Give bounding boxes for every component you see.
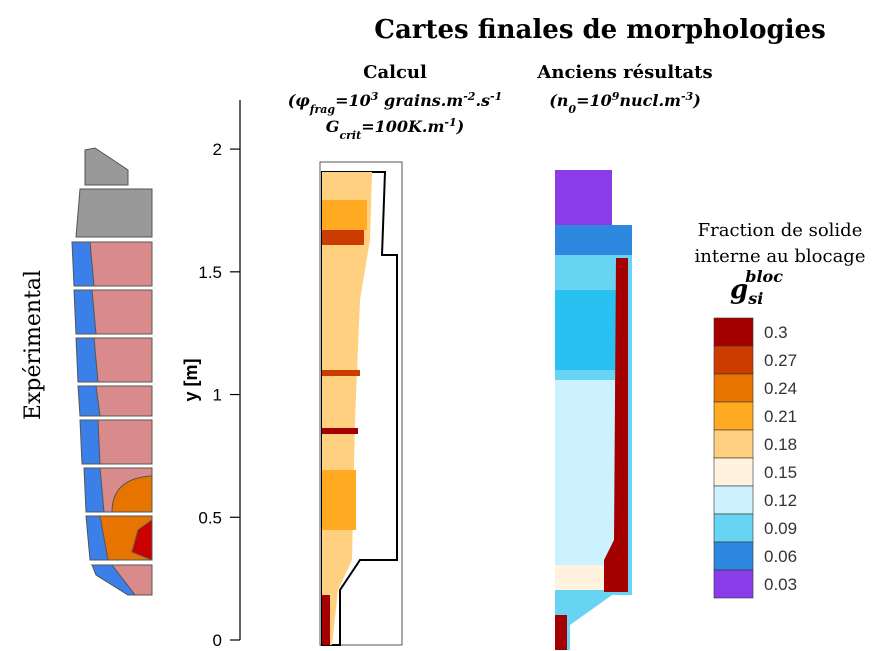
panel-params: Gcrit=100K.m-1) [326, 116, 464, 142]
colorbar-title: Fraction de solide [698, 220, 863, 241]
calcul-map [319, 161, 403, 646]
colorbar-label: 0.06 [764, 547, 797, 566]
colorbar-swatch [713, 485, 754, 515]
panel-params: (φfrag=103 grains.m-2.s-1 [288, 90, 503, 116]
colorbar-swatch [713, 345, 754, 375]
colorbar: 0.3 0.27 0.24 0.21 0.18 0.15 0.12 0.09 0.06 0.03 [713, 317, 797, 599]
colorbar-label: 0.24 [764, 379, 797, 398]
colorbar-label: 0.18 [764, 435, 797, 454]
y-tick-label: 1.5 [198, 263, 222, 282]
y-axis: 0 0.5 1 1.5 2 [198, 100, 241, 650]
colorbar-swatch [713, 317, 754, 347]
colorbar-label: 0.21 [764, 407, 797, 426]
colorbar-symbol: gsibloc [730, 267, 783, 308]
experimental-label: Expérimental [21, 270, 46, 420]
panel-params: (n0=109nucl.m-3) [549, 90, 701, 116]
panel-title: Anciens résultats [536, 62, 712, 83]
colorbar-label: 0.27 [764, 351, 797, 370]
colorbar-swatch [713, 569, 754, 599]
colorbar-label: 0.3 [764, 323, 788, 342]
colorbar-swatch [713, 457, 754, 487]
y-tick-label: 0.5 [198, 508, 222, 527]
experimental-blocks [71, 147, 153, 596]
panel-title: Calcul [363, 62, 427, 83]
colorbar-swatch [713, 513, 754, 543]
colorbar-swatch [713, 429, 754, 459]
y-tick-label: 1 [213, 386, 222, 405]
colorbar-label: 0.09 [764, 519, 797, 538]
figure-title: Cartes finales de morphologies [374, 15, 825, 45]
colorbar-swatch [713, 373, 754, 403]
colorbar-label: 0.03 [764, 575, 797, 594]
y-tick-label: 2 [213, 140, 222, 159]
anciens-map [555, 170, 632, 650]
colorbar-title: interne au blocage [695, 246, 866, 267]
colorbar-label: 0.12 [764, 491, 797, 510]
y-axis-label: y [m] [181, 358, 201, 401]
colorbar-swatch [713, 401, 754, 431]
colorbar-label: 0.15 [764, 463, 797, 482]
colorbar-swatch [713, 541, 754, 571]
y-tick-label: 0 [213, 631, 222, 650]
